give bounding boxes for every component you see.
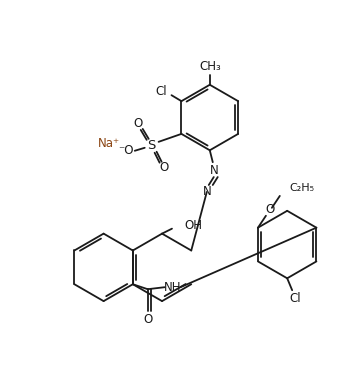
Text: Na⁺: Na⁺ xyxy=(98,137,120,150)
Text: N: N xyxy=(202,185,211,198)
Text: NH: NH xyxy=(164,281,181,294)
Text: C₂H₅: C₂H₅ xyxy=(290,183,315,193)
Text: OH: OH xyxy=(184,219,202,232)
Text: O: O xyxy=(159,161,168,174)
Text: ⁻O: ⁻O xyxy=(118,144,134,157)
Text: CH₃: CH₃ xyxy=(199,60,221,73)
Text: O: O xyxy=(133,117,142,131)
Text: Cl: Cl xyxy=(289,292,301,305)
Text: S: S xyxy=(147,139,156,152)
Text: O: O xyxy=(143,313,152,326)
Text: O: O xyxy=(265,203,274,216)
Text: Cl: Cl xyxy=(156,85,167,98)
Text: N: N xyxy=(210,164,219,176)
